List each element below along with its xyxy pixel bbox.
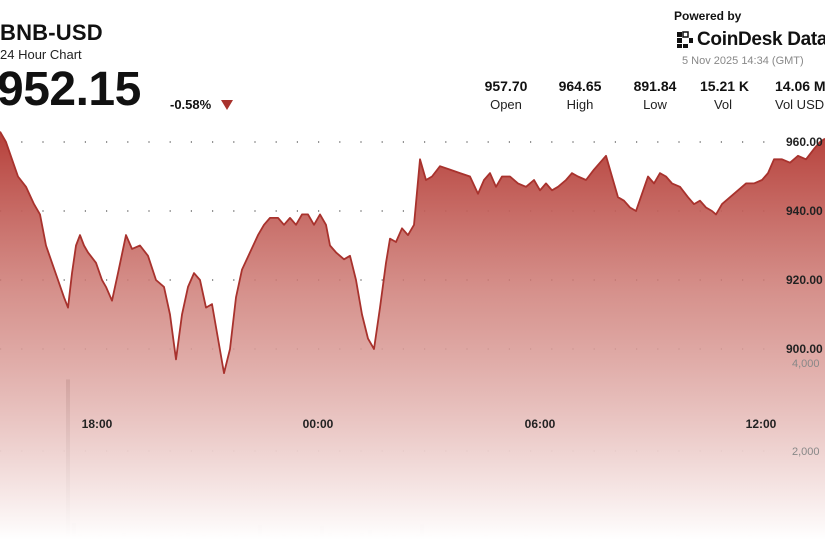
stat-label: Vol xyxy=(713,97,733,112)
down-arrow-icon xyxy=(221,100,233,110)
coindesk-logo-icon xyxy=(677,31,693,48)
stat-value: 964.65 xyxy=(558,78,602,94)
brand-name: CoinDesk Data xyxy=(697,29,825,50)
stat-value: 957.70 xyxy=(484,78,528,94)
timestamp: 5 Nov 2025 14:34 (GMT) xyxy=(682,55,804,67)
x-tick-label: 06:00 xyxy=(525,417,556,431)
stat-vol-usd: 14.06 M Vol USD xyxy=(775,78,825,112)
y-tick-label: 900.00 xyxy=(786,342,823,356)
stat-value: 891.84 xyxy=(633,78,677,94)
y-axis-labels: 960.00 940.00 920.00 900.00 xyxy=(786,135,823,356)
volume-axis-labels: 4,000 2,000 xyxy=(792,358,820,458)
current-price: 952.15 xyxy=(0,63,141,116)
stat-value: 15.21 K xyxy=(700,78,750,94)
stat-label: Open xyxy=(490,97,522,112)
pair-title: BNB-USD xyxy=(0,20,103,45)
price-change: -0.58% xyxy=(170,97,212,112)
y-tick-label: 960.00 xyxy=(786,135,823,149)
stat-high: 964.65 High xyxy=(555,78,605,112)
x-axis-labels: 18:00 00:00 06:00 12:00 xyxy=(82,417,777,431)
y-tick-label: 920.00 xyxy=(786,273,823,287)
x-tick-label: 18:00 xyxy=(82,417,113,431)
x-tick-label: 12:00 xyxy=(746,417,777,431)
volume-tick-label: 4,000 xyxy=(792,358,820,370)
stat-label: Vol USD xyxy=(775,97,825,112)
price-area xyxy=(0,131,825,540)
stat-low: 891.84 Low xyxy=(630,78,680,112)
stat-value: 14.06 M xyxy=(775,78,825,94)
stat-vol: 15.21 K Vol xyxy=(700,78,750,112)
stat-label: Low xyxy=(643,97,667,112)
x-tick-label: 00:00 xyxy=(303,417,334,431)
powered-by-label: Powered by xyxy=(674,9,742,23)
y-tick-label: 940.00 xyxy=(786,204,823,218)
stat-label: High xyxy=(566,97,594,112)
chart-subtitle: 24 Hour Chart xyxy=(0,47,82,62)
brand-logo: CoinDesk Data xyxy=(676,28,825,52)
volume-tick-label: 2,000 xyxy=(792,446,820,458)
price-line xyxy=(0,131,825,374)
stat-open: 957.70 Open xyxy=(481,78,531,112)
